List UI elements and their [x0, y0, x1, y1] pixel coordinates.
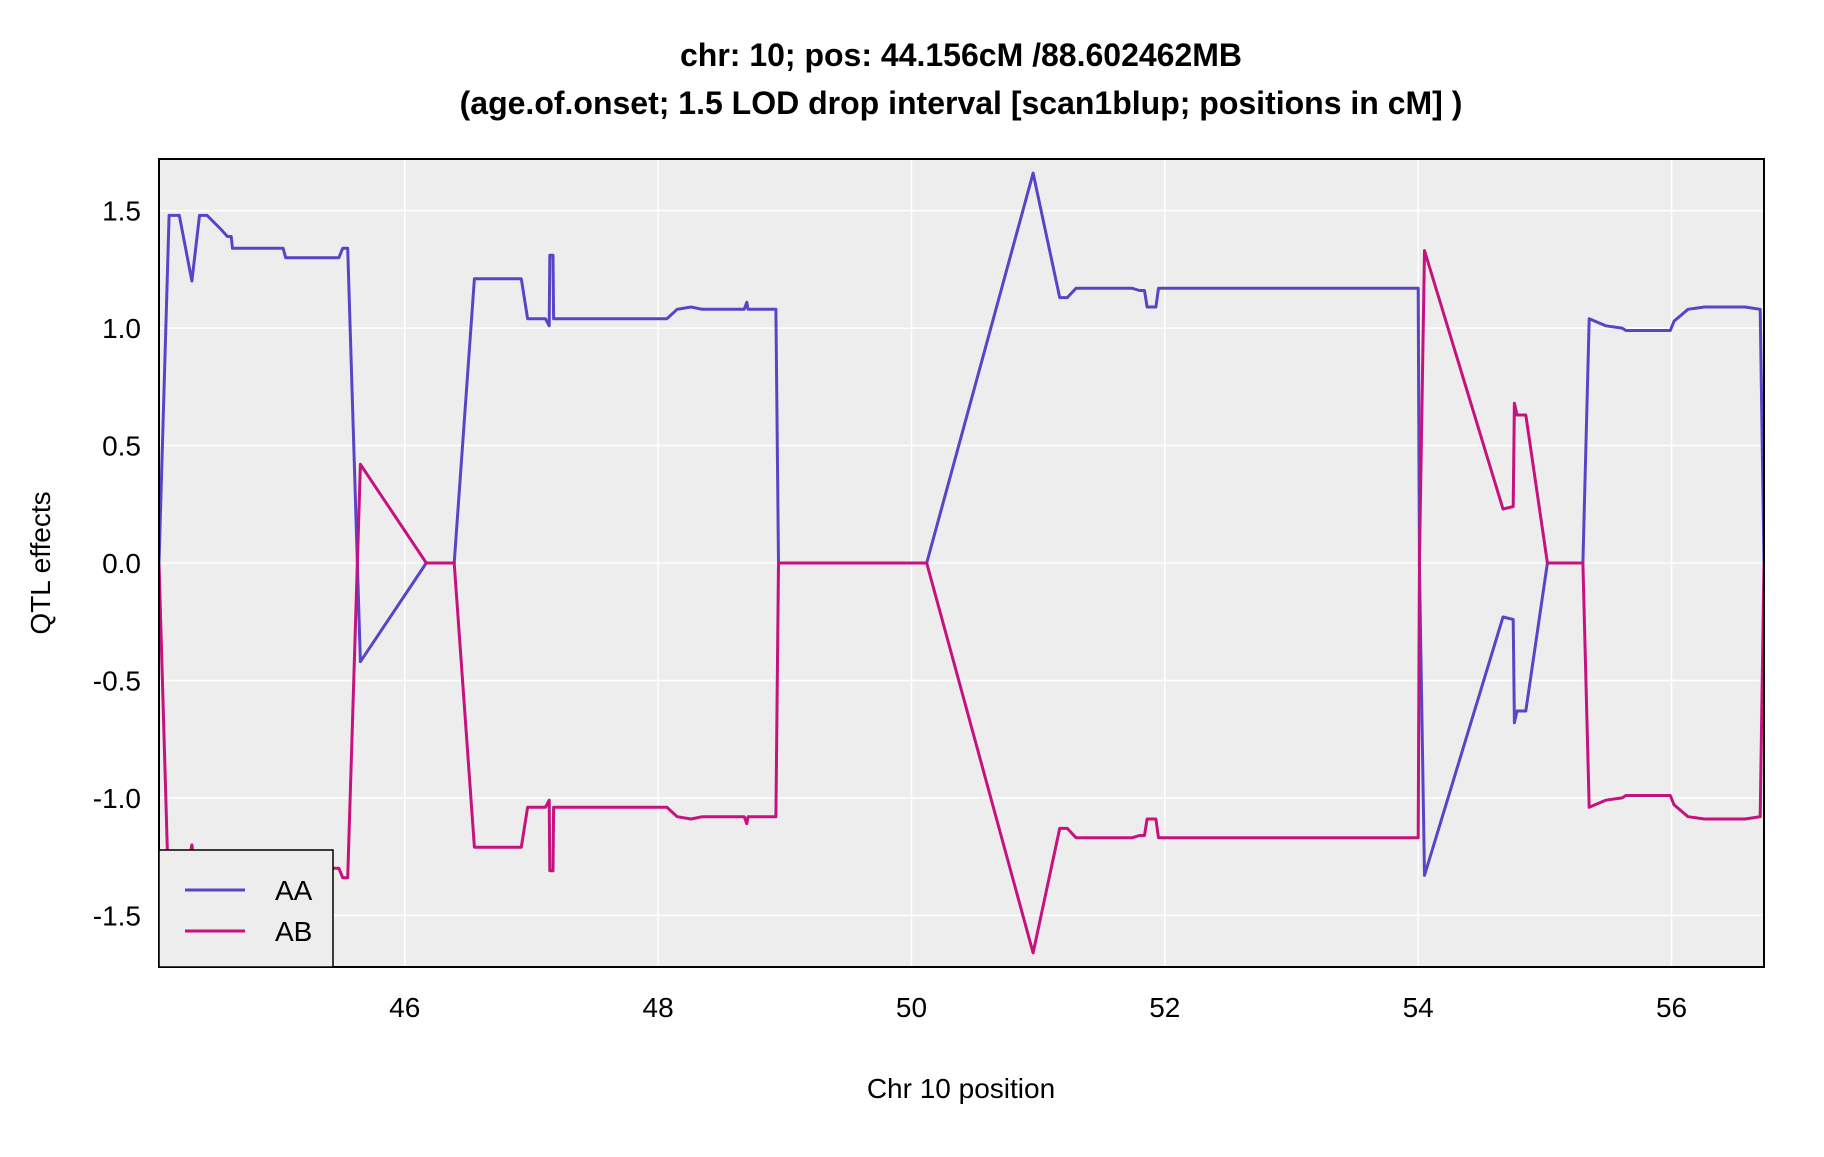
x-tick-label: 48: [643, 992, 674, 1023]
chart-title: chr: 10; pos: 44.156cM /88.602462MB: [680, 37, 1242, 73]
x-tick-label: 46: [389, 992, 420, 1023]
x-axis-label: Chr 10 position: [867, 1073, 1055, 1104]
legend-label-ab: AB: [275, 916, 312, 947]
y-tick-label: -1.0: [93, 783, 141, 814]
y-tick-label: -0.5: [93, 665, 141, 696]
y-tick-label: 0.5: [102, 431, 141, 462]
legend-label-aa: AA: [275, 875, 313, 906]
y-tick-label: 1.0: [102, 313, 141, 344]
y-axis-label: QTL effects: [25, 491, 56, 634]
x-tick-label: 52: [1149, 992, 1180, 1023]
x-tick-label: 50: [896, 992, 927, 1023]
legend: AA AB: [158, 849, 334, 968]
axis-ticks: 46 48 50 52 54 56 1.5 1.0 0.5 0.0 -0.5 -1.0 -1.5: [93, 196, 1687, 1023]
y-tick-label: 1.5: [102, 196, 141, 227]
chart-subtitle: (age.of.onset; 1.5 LOD drop interval [sc…: [460, 85, 1463, 121]
x-tick-label: 54: [1403, 992, 1434, 1023]
x-tick-label: 56: [1656, 992, 1687, 1023]
y-tick-label: 0.0: [102, 548, 141, 579]
legend-box: [158, 849, 334, 968]
plot-frame: [158, 158, 1765, 968]
y-tick-label: -1.5: [93, 900, 141, 931]
